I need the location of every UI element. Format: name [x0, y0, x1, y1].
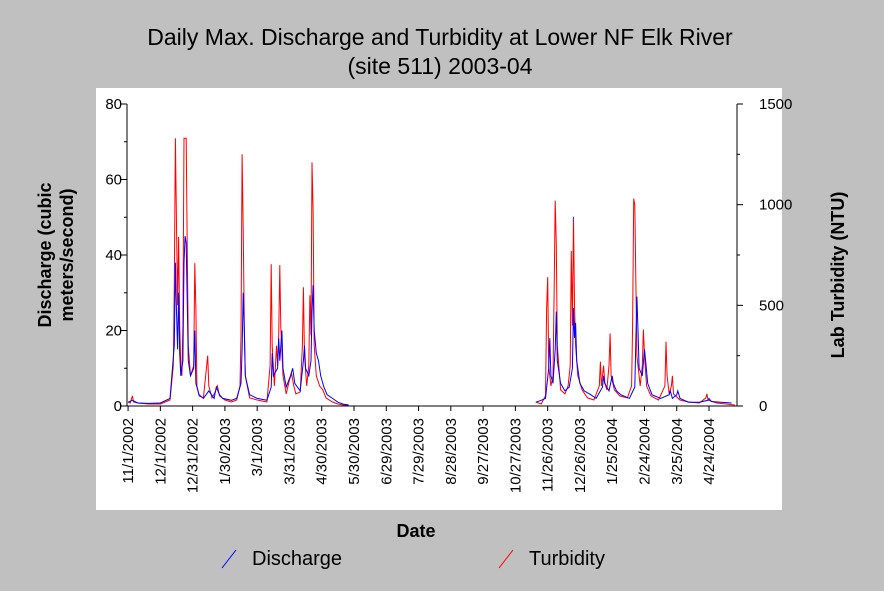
legend-discharge-swatch — [221, 549, 237, 569]
x-tick-label: 12/26/2003 — [572, 418, 589, 493]
y-right-tick-label: 1000 — [759, 197, 792, 214]
x-tick-label: 1/30/2003 — [217, 418, 234, 485]
x-axis-label: Date — [396, 521, 435, 541]
x-tick-label: 1/25/2004 — [604, 418, 621, 485]
y-left-tick-label: 80 — [105, 96, 122, 113]
series-line-discharge — [127, 236, 732, 406]
x-tick-label: 3/1/2003 — [249, 418, 266, 476]
y-left-tick-label: 20 — [105, 323, 122, 340]
x-tick-label: 12/1/2002 — [152, 418, 169, 485]
y-axis-right-label: Lab Turbidity (NTU) — [828, 192, 848, 359]
y-axis-left-label-line1: Discharge (cubic — [35, 182, 55, 327]
x-tick-label: 2/24/2004 — [636, 418, 653, 485]
axis-layer: 0 20 40 60 80 0 500 1000 1500 11/1/2002 12/1/2002 1… — [105, 96, 792, 493]
legend-turbidity-label: Turbidity — [529, 548, 605, 570]
chart-title: Daily Max. Discharge and Turbidity at Lo… — [147, 24, 733, 50]
x-tick-label: 5/30/2003 — [346, 418, 363, 485]
series-layer — [127, 137, 735, 406]
y-right-tick-label: 1500 — [759, 96, 792, 113]
y-left-tick-label: 0 — [114, 398, 122, 415]
x-tick-label: 11/26/2003 — [540, 418, 557, 492]
legend: Discharge Turbidity — [221, 548, 605, 570]
y-left-tick-label: 40 — [105, 247, 122, 264]
y-left-tick-label: 60 — [105, 172, 122, 189]
x-tick-label: 12/31/2002 — [185, 418, 202, 493]
y-axis-left-label-line2: meters/second) — [57, 188, 77, 321]
x-tick-label: 9/27/2003 — [475, 418, 492, 485]
x-tick-label: 3/25/2004 — [669, 418, 686, 485]
x-tick-label: 10/27/2003 — [507, 418, 524, 493]
x-tick-label: 11/1/2002 — [120, 418, 137, 484]
legend-turbidity-swatch — [498, 549, 514, 569]
x-tick-label: 6/29/2003 — [378, 418, 395, 485]
x-tick-label: 4/24/2004 — [701, 418, 718, 485]
x-tick-label: 3/31/2003 — [281, 418, 298, 485]
y-right-tick-label: 500 — [759, 297, 784, 314]
chart-subtitle: (site 511) 2003-04 — [348, 53, 533, 79]
legend-discharge-label: Discharge — [252, 548, 342, 570]
x-tick-label: 7/29/2003 — [411, 418, 428, 485]
x-tick-label: 4/30/2003 — [314, 418, 331, 485]
x-tick-label: 8/28/2003 — [443, 418, 460, 485]
y-right-tick-label: 0 — [759, 398, 767, 415]
